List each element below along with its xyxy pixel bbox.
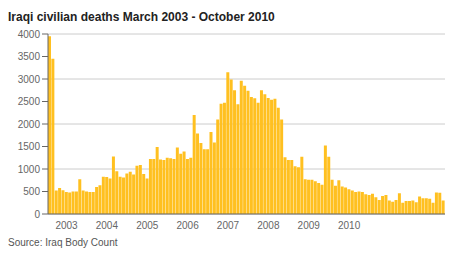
html-text:Source: Iraq Body Count: Source: Iraq Body Count: [8, 237, 118, 248]
svg-text:2008: 2008: [257, 220, 280, 231]
svg-text:2003: 2003: [55, 220, 78, 231]
svg-text:1000: 1000: [18, 164, 41, 175]
svg-text:3500: 3500: [18, 51, 41, 62]
svg-text:2007: 2007: [217, 220, 240, 231]
svg-text:0: 0: [34, 209, 40, 220]
svg-text:2500: 2500: [18, 96, 41, 107]
svg-text:2010: 2010: [338, 220, 361, 231]
svg-text:3000: 3000: [18, 74, 41, 85]
svg-text:2005: 2005: [136, 220, 159, 231]
svg-text:2009: 2009: [298, 220, 321, 231]
svg-text:2000: 2000: [18, 119, 41, 130]
svg-text:1500: 1500: [18, 141, 41, 152]
html-text:Iraqi civilian deaths March 20: Iraqi civilian deaths March 2003 - Octob…: [8, 10, 275, 24]
svg-text:2006: 2006: [176, 220, 199, 231]
svg-text:500: 500: [23, 186, 40, 197]
svg-text:4000: 4000: [18, 29, 41, 40]
svg-text:2004: 2004: [96, 220, 119, 231]
